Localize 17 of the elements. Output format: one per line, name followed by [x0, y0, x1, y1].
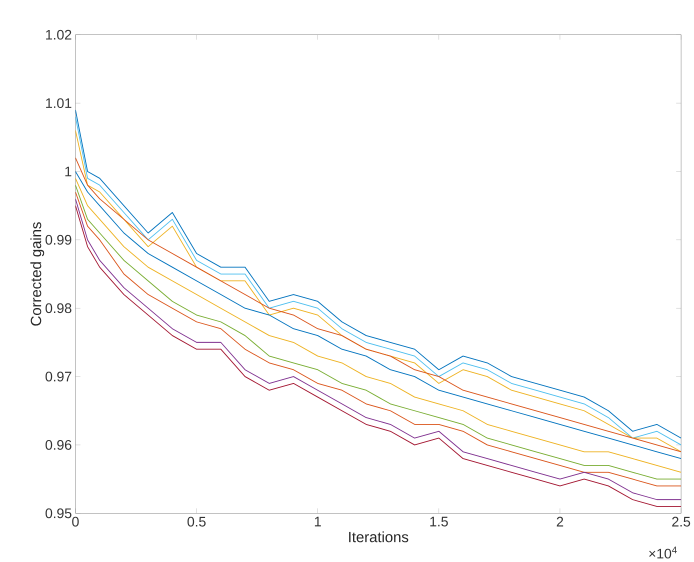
- y-tick-label: 1: [65, 166, 72, 176]
- x-tick-label: 0.5: [188, 516, 206, 527]
- text: ×10$^{4}$: [649, 546, 677, 559]
- y-axis-title: Corrected gains: [30, 222, 44, 326]
- y-tick-label: 0.95: [46, 508, 72, 518]
- x-tick-label: 2: [556, 516, 564, 527]
- x-tick-label: 0: [72, 516, 79, 527]
- x-tick-label: 2.5: [672, 516, 690, 527]
- x-axis-title: Iterations: [349, 531, 408, 542]
- y-tick-label: 0.97: [46, 372, 72, 382]
- y-tick-label: 1.01: [46, 98, 72, 108]
- y-tick-label: 0.96: [46, 440, 72, 450]
- x-tick-label: 1: [314, 516, 321, 526]
- y-tick-label: 1.02: [46, 30, 72, 40]
- x-tick-label: 1.5: [430, 516, 448, 527]
- y-tick-label: 0.98: [46, 303, 72, 314]
- y-tick-label: 0.99: [46, 235, 72, 245]
